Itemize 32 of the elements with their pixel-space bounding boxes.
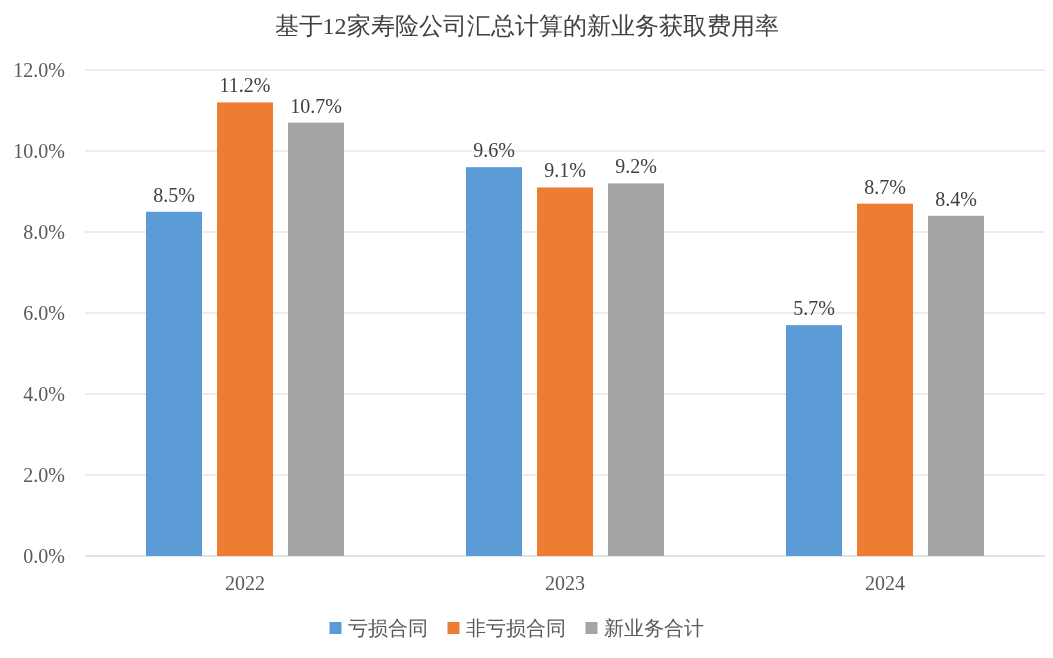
- x-tick-label: 2022: [225, 572, 265, 594]
- bar: [786, 325, 842, 556]
- data-label: 9.6%: [473, 139, 515, 162]
- data-label: 11.2%: [219, 74, 271, 97]
- x-tick-label: 2024: [865, 572, 905, 594]
- y-tick-label: 12.0%: [13, 59, 65, 81]
- bar: [217, 102, 273, 556]
- data-label: 9.1%: [544, 159, 586, 182]
- bar: [146, 211, 202, 556]
- bar: [857, 203, 913, 556]
- bar: [928, 215, 984, 556]
- chart-title: 基于12家寿险公司汇总计算的新业务获取费用率: [274, 13, 779, 39]
- y-tick-label: 10.0%: [13, 140, 65, 162]
- y-tick-label: 4.0%: [23, 383, 65, 405]
- y-tick-label: 8.0%: [23, 221, 65, 243]
- y-tick-label: 6.0%: [23, 302, 65, 324]
- legend-label: 亏损合同: [347, 617, 428, 639]
- bar: [466, 167, 522, 556]
- data-label: 8.7%: [864, 175, 906, 198]
- y-tick-label: 2.0%: [23, 464, 65, 486]
- bar: [288, 122, 344, 556]
- x-tick-label: 2023: [545, 572, 585, 594]
- bar: [608, 183, 664, 556]
- data-label: 8.5%: [153, 183, 195, 206]
- legend-label: 新业务合计: [603, 617, 704, 639]
- legend-label: 非亏损合同: [465, 617, 566, 639]
- data-label: 8.4%: [935, 187, 977, 210]
- data-label: 9.2%: [615, 155, 657, 178]
- y-tick-label: 0.0%: [23, 545, 65, 567]
- bar: [537, 187, 593, 556]
- data-label: 10.7%: [290, 94, 342, 117]
- data-label: 5.7%: [793, 297, 835, 320]
